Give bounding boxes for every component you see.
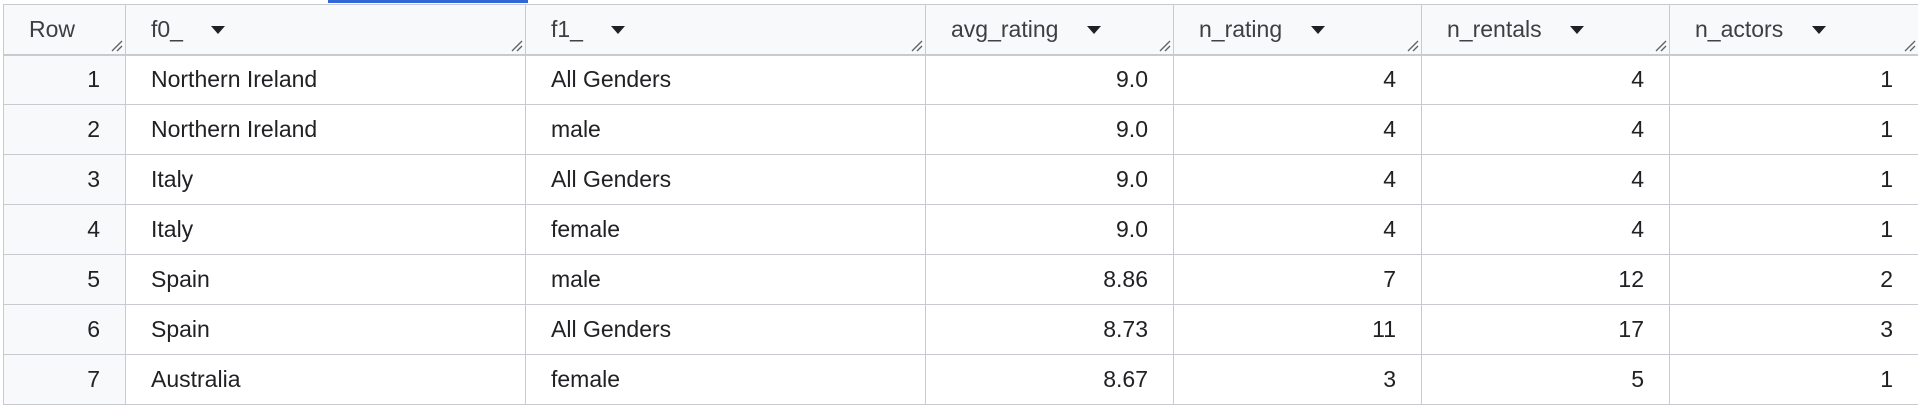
cell-n-rentals: 4 [1421, 104, 1670, 155]
cell-f0: Spain [125, 254, 526, 305]
cell-avg-rating: 9.0 [925, 204, 1174, 255]
cell-avg-rating: 9.0 [925, 154, 1174, 205]
table-row: 3 Italy All Genders 9.0 4 4 1 [3, 154, 1918, 205]
cell-n-rating: 3 [1173, 354, 1422, 405]
row-number: 3 [3, 154, 126, 205]
cell-f0: Northern Ireland [125, 54, 526, 105]
cell-f1: All Genders [525, 304, 926, 355]
caret-down-icon[interactable] [1086, 25, 1101, 34]
header-label: n_rentals [1447, 16, 1542, 43]
table-row: 2 Northern Ireland male 9.0 4 4 1 [3, 104, 1918, 155]
cell-f0: Italy [125, 204, 526, 255]
cell-f1: All Genders [525, 154, 926, 205]
cell-avg-rating: 9.0 [925, 54, 1174, 105]
cell-f0: Australia [125, 354, 526, 405]
header-label: f0_ [151, 16, 183, 43]
cell-f0: Italy [125, 154, 526, 205]
cell-n-rating: 7 [1173, 254, 1422, 305]
active-tab-indicator [328, 0, 528, 3]
cell-f1: female [525, 204, 926, 255]
cell-n-actors: 1 [1669, 354, 1918, 405]
cell-n-rating: 4 [1173, 204, 1422, 255]
row-number: 5 [3, 254, 126, 305]
cell-n-rentals: 4 [1421, 204, 1670, 255]
column-resize-icon[interactable] [109, 38, 123, 52]
cell-f1: male [525, 104, 926, 155]
cell-n-rentals: 4 [1421, 154, 1670, 205]
column-resize-icon[interactable] [509, 38, 523, 52]
cell-n-rating: 4 [1173, 154, 1422, 205]
header-label: f1_ [551, 16, 583, 43]
row-number: 4 [3, 204, 126, 255]
table-row: 4 Italy female 9.0 4 4 1 [3, 204, 1918, 255]
header-label: avg_rating [951, 16, 1059, 43]
cell-n-rating: 4 [1173, 54, 1422, 105]
header-label: n_actors [1695, 16, 1784, 43]
header-n-rating[interactable]: n_rating [1173, 4, 1422, 56]
cell-n-rating: 4 [1173, 104, 1422, 155]
row-number: 1 [3, 54, 126, 105]
cell-avg-rating: 8.86 [925, 254, 1174, 305]
cell-n-rentals: 4 [1421, 54, 1670, 105]
header-label: Row [29, 16, 76, 43]
cell-f0: Spain [125, 304, 526, 355]
column-resize-icon[interactable] [909, 38, 923, 52]
table-row: 7 Australia female 8.67 3 5 1 [3, 354, 1918, 405]
column-resize-icon[interactable] [1902, 38, 1916, 52]
cell-n-rentals: 5 [1421, 354, 1670, 405]
row-number: 6 [3, 304, 126, 355]
cell-n-actors: 1 [1669, 104, 1918, 155]
caret-down-icon[interactable] [611, 25, 626, 34]
table-row: 6 Spain All Genders 8.73 11 17 3 [3, 304, 1918, 355]
header-label: n_rating [1199, 16, 1283, 43]
cell-n-actors: 1 [1669, 204, 1918, 255]
caret-down-icon[interactable] [1570, 25, 1585, 34]
cell-n-actors: 2 [1669, 254, 1918, 305]
table-row: 5 Spain male 8.86 7 12 2 [3, 254, 1918, 305]
cell-f1: male [525, 254, 926, 305]
cell-n-actors: 1 [1669, 54, 1918, 105]
row-number: 2 [3, 104, 126, 155]
cell-f1: female [525, 354, 926, 405]
column-resize-icon[interactable] [1653, 38, 1667, 52]
header-n-actors[interactable]: n_actors [1669, 4, 1918, 56]
cell-f0: Northern Ireland [125, 104, 526, 155]
results-table: Row f0_ f1_ avg_rating n_rating [3, 4, 1918, 405]
cell-n-rentals: 17 [1421, 304, 1670, 355]
header-row-number: Row [3, 4, 126, 56]
cell-f1: All Genders [525, 54, 926, 105]
cell-n-rentals: 12 [1421, 254, 1670, 305]
column-resize-icon[interactable] [1405, 38, 1419, 52]
cell-avg-rating: 8.73 [925, 304, 1174, 355]
cell-avg-rating: 9.0 [925, 104, 1174, 155]
cell-n-actors: 3 [1669, 304, 1918, 355]
column-resize-icon[interactable] [1157, 38, 1171, 52]
cell-n-actors: 1 [1669, 154, 1918, 205]
cell-avg-rating: 8.67 [925, 354, 1174, 405]
header-avg-rating[interactable]: avg_rating [925, 4, 1174, 56]
table-row: 1 Northern Ireland All Genders 9.0 4 4 1 [3, 54, 1918, 105]
header-f1[interactable]: f1_ [525, 4, 926, 56]
header-f0[interactable]: f0_ [125, 4, 526, 56]
row-number: 7 [3, 354, 126, 405]
caret-down-icon[interactable] [1811, 25, 1826, 34]
cell-n-rating: 11 [1173, 304, 1422, 355]
caret-down-icon[interactable] [211, 25, 226, 34]
caret-down-icon[interactable] [1310, 25, 1325, 34]
header-row: Row f0_ f1_ avg_rating n_rating [3, 4, 1918, 56]
header-n-rentals[interactable]: n_rentals [1421, 4, 1670, 56]
